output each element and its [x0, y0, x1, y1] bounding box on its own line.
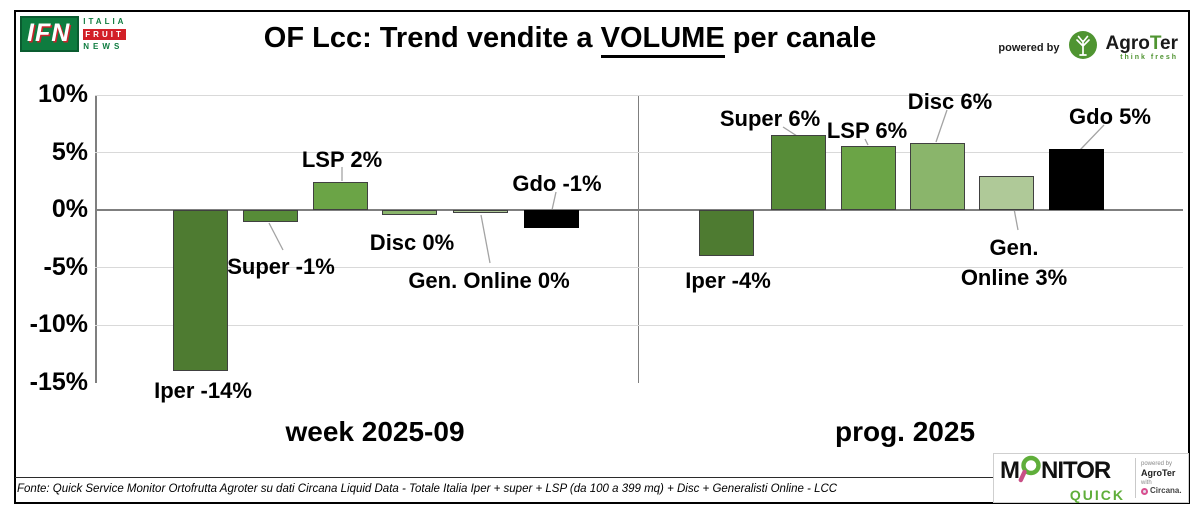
y-axis-line: [95, 95, 97, 383]
group-divider-line: [638, 95, 639, 383]
bar-group1-lsp: [312, 182, 368, 210]
monitor-quick-logo: M NITOR QUICK powered by AgroTer with Ci…: [993, 453, 1189, 503]
agroter-tagline: think fresh: [1120, 54, 1178, 61]
title-post: per canale: [724, 22, 877, 54]
bar-group2-iper: [698, 210, 754, 256]
monitor-logo-credits: powered by AgroTer with Circana.: [1136, 454, 1188, 502]
agroter-tree-icon: [1068, 30, 1098, 65]
ifn-logo-italia: ITALIA: [83, 17, 127, 26]
y-tick-label: 0%: [51, 195, 88, 223]
magnifier-icon: [1018, 455, 1041, 488]
y-tick-label: 10%: [37, 80, 88, 108]
source-note: Fonte: Quick Service Monitor Ortofrutta …: [17, 483, 838, 495]
y-tick-label: -10%: [29, 310, 88, 338]
y-tick-label: -15%: [29, 367, 88, 396]
bar-label-group1-lsp: LSP 2%: [301, 147, 383, 172]
ifn-logo-acronym: IFN: [20, 16, 80, 52]
monitor-quick-label: QUICK: [1069, 486, 1125, 503]
bar-group2-disc: [909, 143, 965, 210]
bar-label-group2-super: Super 6%: [719, 106, 821, 131]
bar-label-group2-lsp: LSP 6%: [826, 118, 908, 143]
bar-label-group1-gdo: Gdo -1%: [512, 171, 602, 196]
page-title: OF Lcc: Trend vendite a VOLUME per canal…: [170, 22, 970, 58]
bar-group1-super: [242, 210, 298, 222]
bar-group2-gen-online: [978, 175, 1034, 210]
agroter-name-post: er: [1160, 33, 1178, 54]
gridline-0%: [95, 209, 1183, 211]
ifn-logo: IFN ITALIA FRUIT NEWS: [20, 16, 127, 52]
bar-group1-gen-online: [452, 210, 508, 213]
monitor-logo-separator: [1135, 458, 1136, 498]
bar-label-group1-iper: Iper -14%: [154, 378, 252, 403]
title-underlined: VOLUME: [600, 22, 725, 58]
circana-text: Circana.: [1150, 486, 1182, 496]
gridline--10%: [95, 324, 1183, 326]
group-axis-label-1: week 2025-09: [285, 416, 465, 447]
bar-group2-lsp: [840, 145, 896, 210]
bar-label-group1-disc: Disc 0%: [369, 230, 455, 255]
agroter-wordmark: AgroTer think fresh: [1106, 34, 1179, 61]
bar-group2-gdo: [1048, 149, 1104, 210]
bar-label-group2-gdo: Gdo 5%: [1069, 104, 1151, 129]
agroter-name-pre: Agro: [1105, 33, 1150, 54]
title-pre: OF Lcc: Trend vendite a: [263, 22, 601, 54]
monitor-with-label: with: [1141, 479, 1152, 486]
circana-icon: [1141, 488, 1148, 496]
footer-divider: [15, 477, 995, 478]
gridline-5%: [95, 152, 1183, 153]
bar-label-group2-disc: Disc 6%: [907, 89, 993, 114]
bar-label-group1-super: Super -1%: [227, 254, 335, 279]
gridline-10%: [95, 94, 1183, 96]
bar-label-group2-gen-online: Gen. Online 3%: [960, 235, 1068, 290]
monitor-word-m: M: [1000, 457, 1020, 485]
monitor-circana-label: Circana.: [1141, 486, 1185, 496]
powered-by-label: powered by: [998, 41, 1060, 54]
agroter-logo: powered by AgroTer think fresh: [998, 30, 1178, 65]
monitor-powered-by: powered by: [1141, 461, 1173, 468]
bar-group1-disc: [381, 210, 437, 215]
ifn-logo-news: NEWS: [83, 42, 124, 51]
y-tick-label: -5%: [43, 252, 88, 281]
group-axis-label-2: prog. 2025: [834, 416, 976, 447]
bar-label-group2-iper: Iper -4%: [685, 268, 771, 293]
monitor-wordmark: M NITOR QUICK: [994, 454, 1135, 502]
bar-label-group1-gen-online: Gen. Online 0%: [408, 268, 570, 293]
agroter-name-t: T: [1149, 33, 1161, 54]
bar-group1-gdo: [523, 210, 579, 229]
gridline--5%: [95, 267, 1183, 268]
bar-group2-super: [770, 135, 826, 210]
ifn-logo-fruit: FRUIT: [83, 28, 127, 40]
bar-group1-iper: [172, 210, 228, 371]
ifn-logo-text: ITALIA FRUIT NEWS: [83, 16, 127, 52]
y-tick-label: 5%: [51, 137, 88, 166]
monitor-word-rest: NITOR: [1041, 457, 1111, 485]
monitor-agroter-label: AgroTer: [1141, 467, 1176, 478]
